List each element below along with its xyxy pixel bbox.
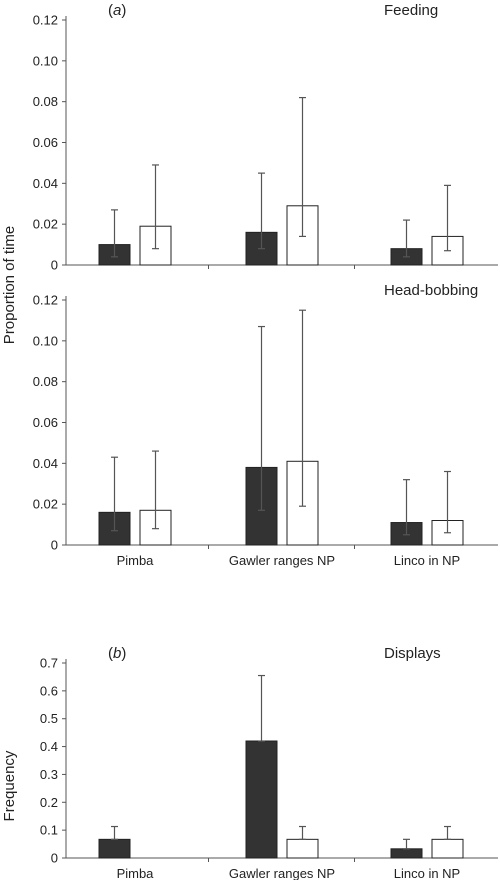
panel-letter: (b) <box>108 645 126 662</box>
x-category-label: Linco in NP <box>394 553 460 568</box>
x-category-label: Gawler ranges NP <box>229 553 335 568</box>
panel-title: Head-bobbing <box>384 282 478 299</box>
y-axis-label: Frequency <box>1 750 18 821</box>
y-tick-label: 0.06 <box>33 135 58 150</box>
y-axis-label: Proportion of time <box>1 226 18 344</box>
y-tick-label: 0.12 <box>33 13 58 28</box>
panel-letter: (a) <box>108 2 126 19</box>
y-tick-label: 0.04 <box>33 176 58 191</box>
y-tick-label: 0.7 <box>40 656 58 671</box>
y-tick-label: 0 <box>51 258 58 273</box>
y-tick-label: 0 <box>51 851 58 866</box>
bar-series-1-2 <box>431 838 464 859</box>
x-category-label: Gawler ranges NP <box>229 866 335 880</box>
bar-series-1-1 <box>286 838 319 859</box>
y-tick-label: 0.2 <box>40 795 58 810</box>
y-tick-label: 0.12 <box>33 293 58 308</box>
x-category-label: Pimba <box>117 553 155 568</box>
y-tick-label: 0.06 <box>33 415 58 430</box>
bar-series-0-0 <box>98 838 131 859</box>
chart-panel-0: 0 0.02 0.04 0.06 0.08 0.10 0.12 Feeding (a) Propo… <box>1 2 498 344</box>
y-tick-label: 0.10 <box>33 53 58 68</box>
panel-title: Displays <box>384 645 441 662</box>
y-tick-label: 0.08 <box>33 374 58 389</box>
y-tick-label: 0.4 <box>40 739 58 754</box>
y-tick-label: 0.04 <box>33 456 58 471</box>
y-tick-label: 0.3 <box>40 767 58 782</box>
x-category-label: Linco in NP <box>394 866 460 880</box>
bar-series-0-2 <box>390 848 423 859</box>
y-tick-label: 0 <box>51 538 58 553</box>
panel-title: Feeding <box>384 2 438 19</box>
y-tick-label: 0.08 <box>33 94 58 109</box>
y-tick-label: 0.10 <box>33 333 58 348</box>
y-tick-label: 0.1 <box>40 823 58 838</box>
chart-panel-1: 0 0.02 0.04 0.06 0.08 0.10 0.12 Pimba Gawler ran… <box>33 282 498 568</box>
x-category-label: Pimba <box>117 866 155 880</box>
chart-panel-2: 0 0.1 0.2 0.3 0.4 0.5 0.6 0.7 Pimba Gawler ranges… <box>1 645 498 880</box>
y-tick-label: 0.5 <box>40 711 58 726</box>
y-tick-label: 0.02 <box>33 497 58 512</box>
y-tick-label: 0.6 <box>40 683 58 698</box>
bar-series-0-1 <box>245 740 278 859</box>
y-tick-label: 0.02 <box>33 217 58 232</box>
